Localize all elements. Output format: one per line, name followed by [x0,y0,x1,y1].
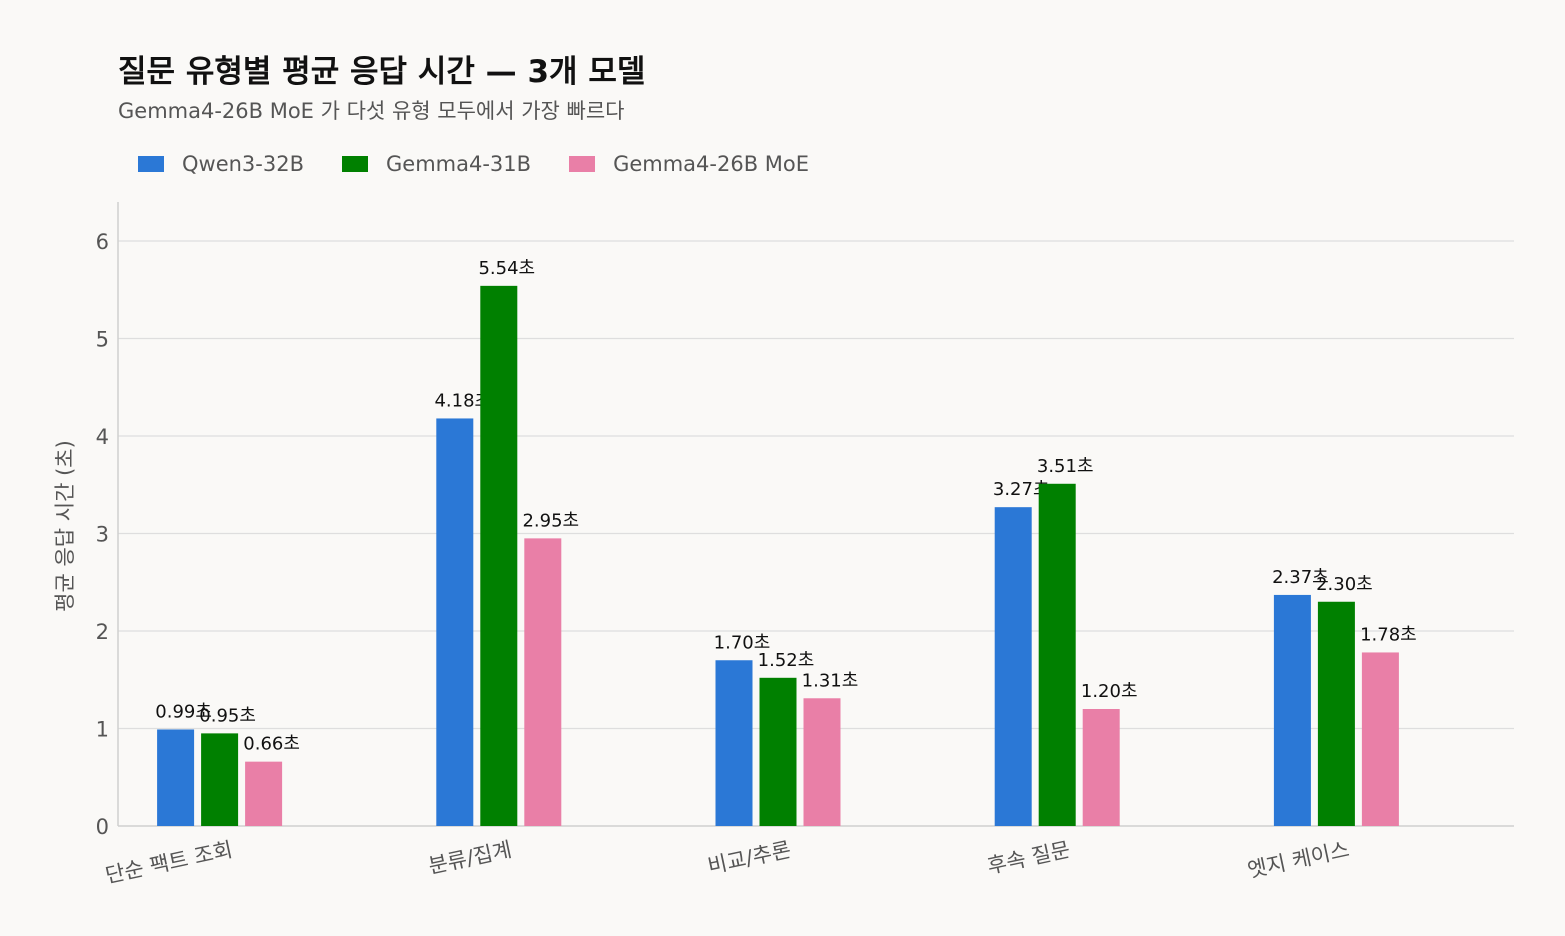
legend-item: Qwen3-32B [138,152,304,176]
data-label: 3.51초 [1037,456,1094,477]
x-tick-label: 단순 팩트 조회 [103,837,234,887]
bar [480,285,518,827]
data-label: 0.66초 [243,734,300,755]
legend-item: Gemma4-26B MoE [569,152,809,176]
legend-label: Gemma4-31B [386,152,532,176]
y-tick-label: 3 [96,523,109,547]
data-label: 5.54초 [478,258,535,279]
y-tick-label: 6 [96,230,109,254]
legend-item: Gemma4-31B [342,152,531,176]
data-label: 0.95초 [199,705,256,726]
x-tick-label: 후속 질문 [985,837,1072,878]
bar [1317,601,1355,826]
legend-label: Gemma4-26B MoE [613,152,810,176]
bar [1082,709,1120,826]
legend: Qwen3-32B Gemma4-31B Gemma4-26B MoE [138,152,847,176]
data-label: 1.20초 [1081,681,1138,702]
legend-swatch [342,156,369,172]
data-label: 2.95초 [522,510,579,531]
bar [715,660,753,826]
data-label: 2.30초 [1316,574,1373,595]
data-label: 0.99초 [155,701,212,722]
bar [1273,594,1311,826]
data-label: 1.52초 [758,650,815,671]
bar [1361,652,1399,826]
bar [157,729,195,826]
y-tick-label: 5 [96,328,109,352]
chart-subtitle: Gemma4-26B MoE 가 다섯 유형 모두에서 가장 빠르다 [118,99,625,123]
x-tick-label: 분류/집계 [426,837,514,878]
legend-swatch [138,156,164,172]
y-tick-label: 1 [96,718,109,742]
x-tick-label: 엣지 케이스 [1245,837,1351,882]
data-label: 3.27초 [993,479,1050,500]
data-label: 1.31초 [802,670,859,691]
data-label: 1.78초 [1360,624,1417,645]
bar [524,538,562,826]
bar [245,761,283,826]
y-axis-label: 평균 응답 시간 (초) [53,440,77,612]
bar [759,677,797,826]
legend-label: Qwen3-32B [182,152,305,176]
chart-title: 질문 유형별 평균 응답 시간 — 3개 모델 [118,54,646,90]
bar [1038,483,1076,826]
data-label: 4.18초 [434,390,491,411]
bar [436,418,474,826]
bar [201,733,239,826]
x-tick-label: 비교/추론 [706,837,794,878]
y-tick-label: 2 [96,620,109,644]
y-tick-label: 0 [96,815,109,839]
data-label: 1.70초 [714,632,771,653]
y-tick-label: 4 [96,425,109,449]
data-label: 2.37초 [1272,567,1329,588]
legend-swatch [569,156,596,172]
bar [803,698,841,826]
bar [994,507,1032,826]
